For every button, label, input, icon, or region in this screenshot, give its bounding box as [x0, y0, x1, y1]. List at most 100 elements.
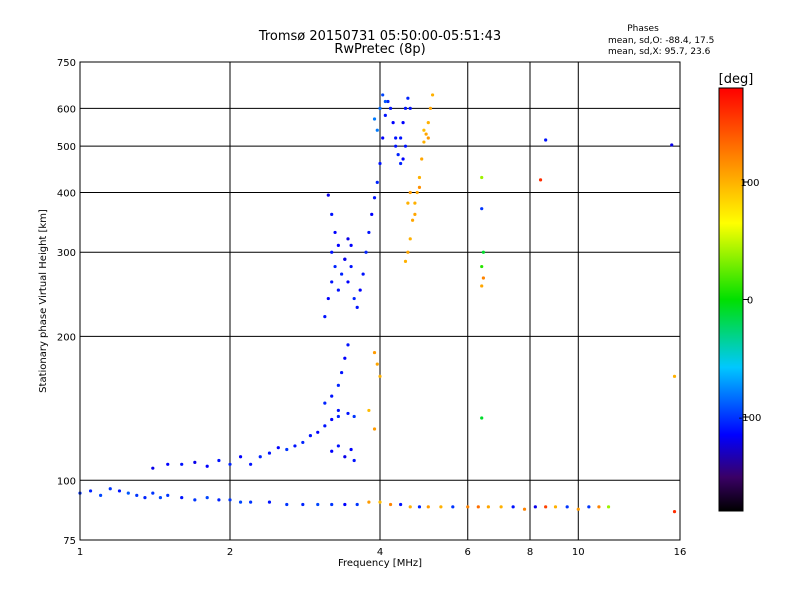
data-point	[267, 500, 272, 504]
data-point	[597, 505, 601, 509]
y-tick-label: 75	[63, 536, 76, 547]
chart-title: Tromsø 20150731 05:50:00-05:51:43	[258, 29, 501, 44]
x-tick-label: 16	[674, 547, 687, 558]
data-point	[422, 128, 426, 132]
data-point	[323, 401, 327, 405]
data-point	[238, 500, 243, 504]
data-points	[78, 93, 677, 514]
data-point	[406, 96, 410, 100]
data-point	[316, 430, 320, 434]
y-tick-label: 300	[57, 248, 76, 259]
x-tick-label: 4	[377, 547, 383, 558]
data-point	[426, 505, 430, 509]
data-point	[336, 444, 340, 448]
data-point	[166, 493, 170, 497]
data-point	[417, 505, 422, 509]
x-tick-label: 8	[527, 547, 533, 558]
data-point	[372, 350, 377, 355]
data-point	[326, 296, 330, 301]
data-point	[217, 458, 221, 463]
data-point	[413, 212, 417, 216]
data-point	[408, 190, 412, 195]
y-axis-label: Stationary phase Virtual Height [km]	[38, 209, 49, 393]
data-point	[372, 117, 377, 121]
data-point	[326, 193, 330, 197]
data-point	[249, 500, 253, 504]
data-point	[417, 175, 422, 180]
data-point	[330, 417, 334, 422]
data-point	[480, 284, 484, 288]
x-tick-label: 6	[465, 547, 471, 558]
data-point	[430, 93, 435, 97]
data-point	[228, 498, 232, 502]
data-point	[336, 383, 340, 387]
data-point	[606, 505, 611, 509]
data-point	[349, 264, 353, 269]
data-point	[343, 502, 347, 507]
data-point	[415, 190, 419, 195]
data-point	[372, 427, 377, 431]
data-point	[378, 106, 382, 110]
data-point	[399, 502, 403, 507]
data-point	[403, 144, 408, 148]
data-point	[330, 280, 334, 284]
colorbar-tick-label: 0	[747, 296, 753, 307]
data-point	[480, 416, 484, 420]
data-point	[367, 500, 371, 504]
data-point	[413, 201, 417, 205]
data-point	[370, 212, 374, 216]
data-point	[394, 136, 398, 140]
data-point	[180, 462, 184, 466]
colorbar-label: [deg]	[719, 72, 754, 87]
data-point	[399, 161, 403, 166]
data-point	[670, 143, 674, 147]
data-point	[349, 243, 353, 248]
data-point	[285, 447, 289, 452]
data-point	[378, 500, 382, 504]
data-point	[565, 505, 569, 509]
data-point	[394, 144, 398, 148]
x-tick-label: 2	[227, 547, 233, 558]
data-point	[381, 93, 385, 97]
data-point	[544, 138, 548, 142]
data-point	[343, 356, 347, 360]
data-point	[406, 250, 410, 254]
data-point	[386, 99, 390, 104]
data-point	[420, 157, 424, 161]
data-point	[361, 272, 365, 276]
data-point	[205, 495, 209, 500]
colorbar-tick-label: 100	[740, 178, 759, 189]
y-tick-label: 500	[57, 142, 76, 153]
data-point	[151, 491, 155, 495]
data-point	[352, 296, 356, 301]
data-point	[358, 288, 362, 292]
data-point	[372, 196, 377, 200]
data-point	[323, 315, 327, 319]
data-point	[396, 153, 400, 157]
data-point	[258, 455, 262, 459]
data-point	[180, 495, 184, 500]
stats-line-x: mean, sd,X: 95.7, 23.6	[608, 47, 711, 57]
stats-heading: Phases	[627, 24, 659, 34]
data-point	[424, 132, 428, 136]
data-point	[205, 464, 209, 468]
data-point	[330, 212, 334, 216]
data-point	[422, 140, 426, 144]
data-point	[323, 424, 327, 428]
data-point	[375, 180, 379, 184]
data-point	[249, 462, 253, 466]
y-tick-label: 200	[57, 332, 76, 343]
data-point	[375, 128, 379, 132]
data-point	[486, 505, 490, 509]
colorbar-ticks: 100 0 -100	[739, 178, 762, 424]
data-point	[410, 218, 415, 222]
data-point	[316, 502, 320, 507]
data-point	[285, 502, 289, 507]
plot-frame	[79, 61, 681, 541]
data-point	[426, 136, 430, 140]
y-tick-label: 600	[57, 104, 76, 115]
data-point	[378, 161, 382, 166]
data-point	[340, 370, 344, 375]
data-point	[166, 462, 170, 466]
data-point	[576, 507, 580, 511]
